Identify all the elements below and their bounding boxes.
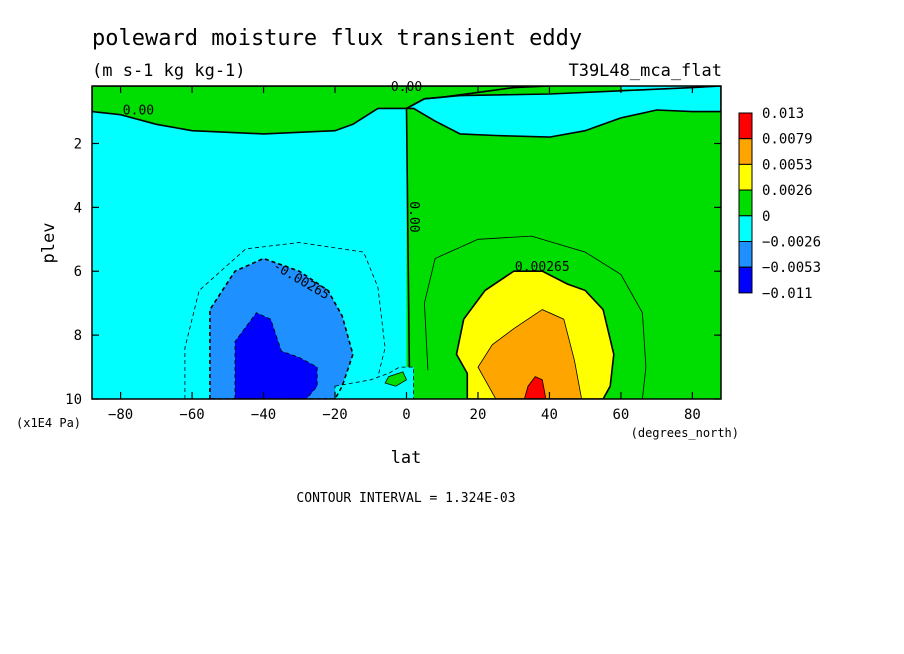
x-tick-label: 0 <box>402 407 410 423</box>
x-tick-label: 60 <box>613 407 630 423</box>
colorbar-level-label: 0.0079 <box>762 132 813 148</box>
chart-title: poleward moisture flux transient eddy <box>92 26 582 51</box>
contour-label: 0.00265 <box>515 260 570 275</box>
y-tick-label: 8 <box>74 328 82 344</box>
contour-upper-green-band <box>92 86 550 135</box>
contour-outer-negative <box>184 242 386 399</box>
contour-upper-cyan-band <box>406 86 721 138</box>
contour-lines <box>92 86 721 399</box>
y-tick-label: 6 <box>74 264 82 280</box>
colorbar-swatch <box>738 241 753 268</box>
plot-area <box>92 86 721 399</box>
colorbar: 0.013 0.0079 0.0053 0.0026 0 −0.0026 −0.0053 −0… <box>738 106 821 302</box>
dataset-name: T39L48_mca_flat <box>568 61 722 81</box>
region-pos-2 <box>478 309 582 399</box>
region-upper-green-band <box>92 86 550 134</box>
colorbar-level-label: −0.0053 <box>762 260 821 276</box>
contour-neg-1 <box>209 257 354 399</box>
region-pos-3 <box>524 376 546 399</box>
colorbar-swatch <box>738 112 753 140</box>
contour-label: 0.00 <box>406 201 421 232</box>
x-axis-label: lat <box>391 448 422 468</box>
colorbar-level-label: 0 <box>762 209 770 225</box>
colorbar-level-label: −0.011 <box>762 286 813 302</box>
x-tick-label: −60 <box>179 407 204 423</box>
y-axis-ticks: 2 4 6 8 10 <box>65 136 721 408</box>
colorbar-swatch <box>738 215 753 243</box>
region-upper-cyan-band <box>406 86 721 138</box>
contour-pos-1 <box>455 270 615 399</box>
colorbar-level-label: 0.0026 <box>762 183 813 199</box>
x-tick-label: −40 <box>251 407 276 423</box>
colorbar-level-label: 0.013 <box>762 106 804 122</box>
contour-interval-note: CONTOUR INTERVAL = 1.324E-03 <box>296 491 515 506</box>
colorbar-level-label: 0.0053 <box>762 157 813 173</box>
contour-pos-3 <box>523 376 547 399</box>
colorbar-level-label: −0.0026 <box>762 235 821 251</box>
y-axis-units: (x1E4 Pa) <box>16 416 81 430</box>
x-axis-ticks: −80 −60 −40 −20 0 20 40 60 80 <box>108 86 701 423</box>
contour-outer-positive <box>423 235 647 399</box>
contour-pos-2 <box>477 309 583 399</box>
x-tick-label: 40 <box>541 407 558 423</box>
x-tick-label: 80 <box>684 407 701 423</box>
colorbar-swatch <box>738 266 753 294</box>
colorbar-swatch <box>738 189 753 217</box>
zero-contour-equator <box>405 108 411 368</box>
y-tick-label: 4 <box>74 200 82 216</box>
y-axis-label: plev <box>39 223 59 264</box>
x-tick-label: −20 <box>322 407 347 423</box>
y-tick-label: 10 <box>65 392 82 408</box>
x-tick-label: −80 <box>108 407 133 423</box>
contour-eq-green-blob <box>384 371 408 387</box>
colorbar-swatch <box>738 138 753 165</box>
region-neg-2 <box>235 312 318 399</box>
x-tick-label: 20 <box>470 407 487 423</box>
y-tick-label: 2 <box>74 136 82 152</box>
contour-label: 0.00 <box>123 104 154 119</box>
chart-units: (m s-1 kg kg-1) <box>92 61 246 81</box>
x-axis-units: (degrees_north) <box>631 426 739 440</box>
colorbar-swatch <box>738 163 753 191</box>
